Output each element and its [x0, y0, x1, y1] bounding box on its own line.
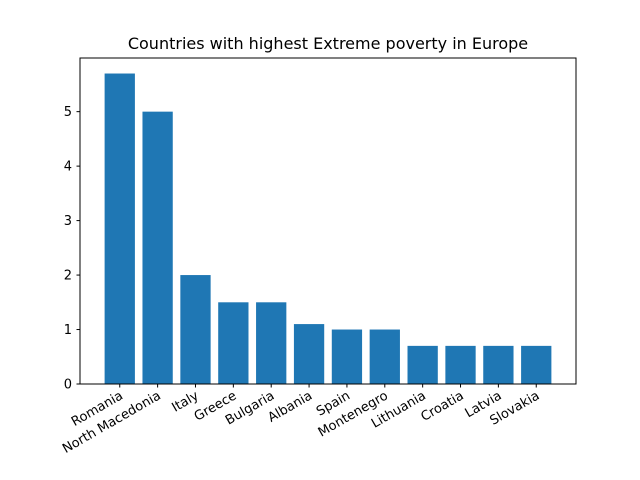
bar-greece	[218, 302, 249, 384]
y-tick-label: 3	[64, 214, 72, 229]
bar-bulgaria	[256, 302, 287, 384]
bar-italy	[180, 275, 211, 384]
y-axis: 0 1 2 3 4 5	[64, 105, 80, 393]
y-tick-label: 5	[64, 105, 72, 120]
bar-latvia	[483, 345, 514, 384]
bar-slovakia	[521, 345, 552, 384]
y-tick-label: 2	[64, 269, 72, 284]
chart-title: Countries with highest Extreme poverty i…	[128, 34, 528, 53]
bar-albania	[293, 324, 325, 384]
x-tick-label: Albania	[266, 388, 316, 425]
bar-spain	[331, 329, 363, 384]
bar-north-macedonia	[142, 111, 173, 385]
bars-group	[104, 73, 552, 385]
bar-lithuania	[407, 345, 438, 384]
bar-montenegro	[369, 329, 400, 384]
bar-croatia	[445, 345, 476, 384]
x-tick-label: Croatia	[419, 388, 467, 424]
plot-frame	[79, 57, 577, 385]
y-tick-label: 0	[64, 378, 72, 393]
y-tick-label: 1	[64, 323, 72, 338]
y-tick-label: 4	[64, 160, 72, 175]
bar-romania	[104, 73, 135, 385]
